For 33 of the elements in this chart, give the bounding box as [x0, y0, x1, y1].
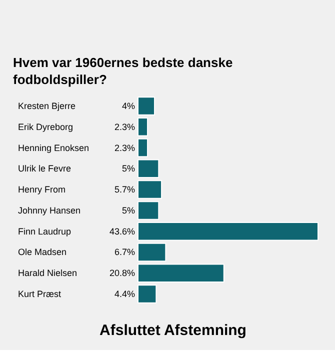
data-label: 5%	[122, 205, 135, 216]
bar	[138, 180, 162, 199]
bar	[138, 284, 157, 304]
y-tick-label: Johnny Hansen	[18, 205, 81, 216]
bar	[138, 264, 224, 283]
data-label: 5%	[122, 164, 135, 174]
y-tick-label: Henning Enoksen	[18, 142, 90, 153]
data-label: 43.6%	[109, 226, 135, 236]
bar	[138, 159, 160, 178]
data-label: 4%	[122, 100, 135, 111]
data-label: 20.8%	[109, 268, 135, 278]
text: Afsluttet Afstemning	[100, 322, 246, 339]
y-tick-label: Harald Nielsen	[18, 268, 78, 278]
bar	[138, 96, 156, 116]
bar	[138, 138, 148, 158]
bar	[138, 242, 166, 262]
data-label: 5.7%	[114, 184, 135, 195]
data-label: 2.3%	[114, 142, 135, 153]
y-tick-label: Kresten Bjerre	[18, 100, 76, 111]
text: Hvem var 1960ernes bedste danske	[13, 55, 233, 70]
y-tick-label: Kurt Præst	[18, 289, 62, 300]
data-label: 6.7%	[114, 247, 135, 258]
data-label: 4.4%	[114, 289, 135, 300]
bar	[138, 222, 318, 241]
y-tick-label: Finn Laudrup	[18, 226, 72, 236]
y-tick-label: Ole Madsen	[18, 247, 67, 258]
text: fodboldspiller?	[13, 72, 107, 87]
y-tick-label: Henry From	[18, 184, 66, 195]
y-tick-label: Erik Dyreborg	[18, 122, 74, 132]
y-tick-label: Ulrik le Fevre	[18, 164, 72, 174]
data-label: 2.3%	[114, 122, 135, 132]
bar	[138, 117, 148, 136]
bar	[138, 201, 160, 220]
